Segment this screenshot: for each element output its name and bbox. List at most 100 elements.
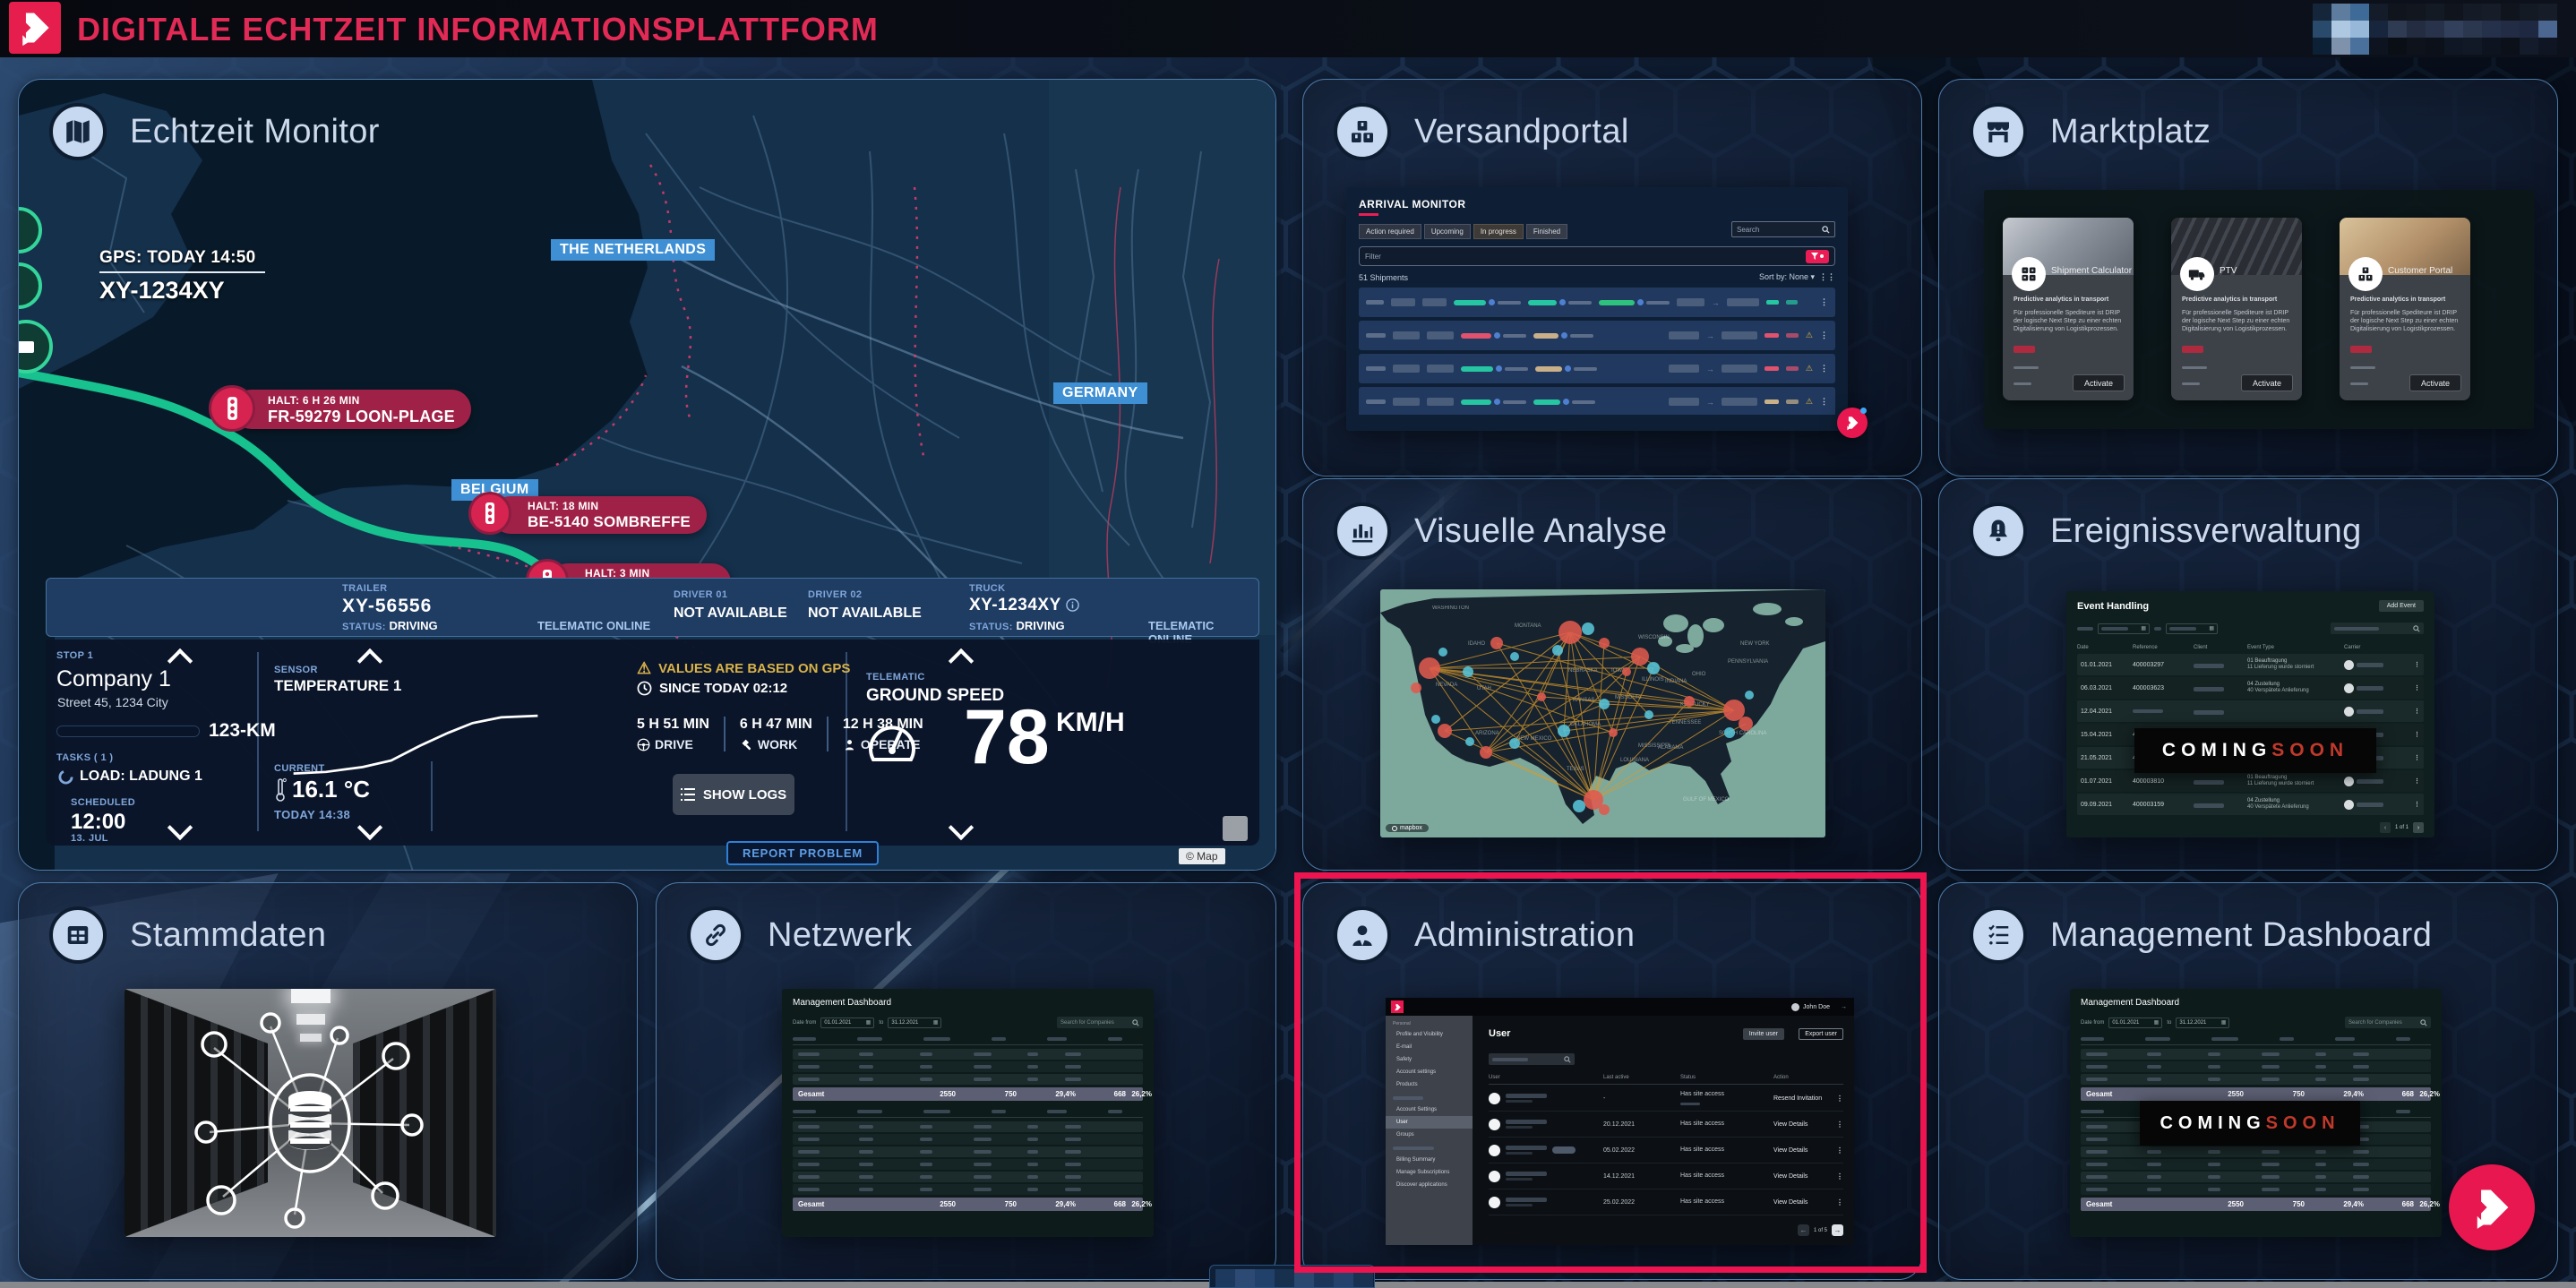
calculator-icon (2012, 257, 2046, 291)
tab-in-progress: In progress (1473, 224, 1524, 239)
person-icon (1334, 906, 1391, 964)
server-room-preview (125, 989, 496, 1237)
preview-heading: Management Dashboard (2081, 998, 2180, 1008)
coming-soon-banner: COMING SOON (2134, 728, 2376, 773)
date-to-input: ▦ (2166, 623, 2218, 634)
search-icon (2413, 624, 2420, 632)
report-problem-button[interactable]: REPORT PROBLEM (726, 841, 879, 865)
warning-icon: ⚠ (1805, 331, 1813, 339)
search-input (1489, 1053, 1575, 1065)
arrival-monitor-preview: ARRIVAL MONITOR Action required Upcoming… (1346, 187, 1848, 431)
notification-dot (1860, 408, 1867, 414)
gps-since: SINCE TODAY 02:12 (637, 681, 787, 696)
work-hammer-icon (742, 739, 751, 750)
tile-echtzeit-monitor[interactable]: Echtzeit Monitor GPS: TODAY 14:50 XY-123… (18, 79, 1276, 871)
tile-stammdaten[interactable]: Stammdaten (18, 882, 638, 1280)
customer-portal-icon (2348, 257, 2383, 291)
scheduled-label: SCHEDULED (71, 797, 136, 808)
event-row: 09.09.2021 400003159 04 Zustellung 40 Versp… (2077, 794, 2424, 815)
app-tagline: Predictive analytics in transport (2350, 296, 2446, 303)
activate-button[interactable]: Activate (2073, 374, 2125, 391)
search-icon (1564, 1055, 1571, 1063)
app-tagline: Predictive analytics in transport (2014, 296, 2109, 303)
svg-text:GULF OF MEXICO: GULF OF MEXICO (1683, 797, 1730, 803)
speed-unit: KM/H (1056, 708, 1125, 737)
warning-icon: ⚠ (1805, 397, 1813, 406)
app-description: Für professionelle Spediteure ist DRIP d… (2350, 310, 2459, 332)
activate-button[interactable]: Activate (2241, 374, 2293, 391)
date-from-input: ▦ (2098, 623, 2150, 634)
bar-chart-icon (1334, 502, 1391, 560)
trip-detail-panel: STOP 1 Company 1 Street 45, 1234 City 12… (46, 640, 1259, 846)
app-description: Für professionelle Spediteure ist DRIP d… (2182, 310, 2290, 332)
halt-marker[interactable]: HALT: 6 H 26 MIN FR-59279 LOON-PLAGE (209, 385, 471, 432)
chevron-down-icon[interactable] (948, 814, 975, 841)
avatar (1489, 1144, 1500, 1156)
divider (431, 761, 433, 831)
tile-ereignissverwaltung[interactable]: Ereignissverwaltung Event Handling Add E… (1938, 478, 2558, 871)
tile-versandportal[interactable]: Versandportal ARRIVAL MONITOR Action req… (1302, 79, 1922, 477)
halt-marker[interactable]: HALT: 18 MIN BE-5140 SOMBREFFE (468, 492, 707, 535)
tile-visuelle-analyse[interactable]: Visuelle Analyse WASHINGTON MONTANA IDAHO N… (1302, 478, 1922, 871)
svg-text:NEVADA: NEVADA (1436, 683, 1457, 688)
event-row: 01.07.2021 400003810 01 Beauftragung 11 Lie… (2077, 770, 2424, 792)
master-data-grid-icon (49, 906, 107, 964)
storefront-icon (1970, 103, 2027, 160)
chevron-down-icon[interactable] (356, 814, 383, 841)
app-tagline: Predictive analytics in transport (2182, 296, 2278, 303)
drip-logo-icon (1391, 1000, 1404, 1013)
gps-warning: ⚠ VALUES ARE BASED ON GPS (637, 659, 851, 677)
brand-fab-button[interactable] (2449, 1164, 2535, 1250)
vendor-logo (2014, 341, 2039, 390)
truck-label: TRUCK (969, 583, 1006, 594)
map-control[interactable] (1223, 816, 1248, 841)
user-name: John Doe (1803, 1003, 1830, 1010)
svg-text:TENNESSEE: TENNESSEE (1669, 720, 1701, 726)
chevron-up-icon[interactable] (356, 648, 383, 674)
activate-button[interactable]: Activate (2409, 374, 2461, 391)
chevron-up-icon[interactable] (167, 648, 193, 674)
show-logs-button[interactable]: SHOW LOGS (673, 774, 794, 815)
chat-logo-button[interactable] (1837, 408, 1868, 438)
tile-marktplatz[interactable]: Marktplatz Shipment Calculator Predictiv… (1938, 79, 2558, 477)
svg-text:INDIANA: INDIANA (1665, 679, 1687, 684)
dashboard-tables: Gesamt 2550 750 29,4% 668 26,2% Gesamt 2550 750 2… (793, 1037, 1152, 1211)
telematic-label: TELEMATIC (866, 672, 925, 683)
sensor-label: SENSOR (274, 665, 318, 675)
stop-address: Street 45, 1234 City (57, 695, 168, 709)
search-input: Search (1731, 221, 1835, 237)
driver1-label: DRIVER 01 (674, 589, 728, 600)
distance-progress (56, 726, 200, 737)
svg-text:TEXAS: TEXAS (1567, 767, 1584, 772)
users-table: - Has site access Resend Invitation ⋮ 20.12.… (1489, 1086, 1843, 1215)
tile-title: Versandportal (1414, 112, 1629, 150)
date-from-input: 01.01.2021 ▦ (820, 1017, 875, 1028)
app-name: Customer Portal (2388, 266, 2453, 276)
app-name: PTV (2220, 266, 2237, 276)
invite-user-button: Invite user (1742, 1028, 1784, 1040)
traffic-light-icon (209, 385, 255, 432)
page-title: DIGITALE ECHTZEIT INFORMATIONSPLATTFORM (77, 11, 879, 47)
vehicle-info-bar: TRAILER XY-56556 STATUS: DRIVING TELEMAT… (46, 578, 1259, 646)
svg-text:OHIO: OHIO (1692, 672, 1706, 677)
chevron-up-icon[interactable] (948, 648, 975, 674)
svg-text:WASHINGTON: WASHINGTON (1432, 605, 1469, 611)
avatar (1489, 1196, 1500, 1208)
mapbox-attribution: mapbox (1386, 824, 1429, 832)
tab-upcoming: Upcoming (1423, 224, 1471, 239)
admin-main: User Invite user Export user User Last a… (1473, 1016, 1854, 1245)
redacted-taskbar-item (1209, 1265, 1375, 1288)
users-heading: User (1489, 1028, 1511, 1039)
link-icon (687, 906, 744, 964)
svg-text:IDAHO: IDAHO (1468, 641, 1485, 647)
tile-netzwerk[interactable]: Netzwerk Management Dashboard Date from … (656, 882, 1276, 1280)
sort-control: Sort by: None ▾ ⋮⋮ (1758, 272, 1835, 281)
chevron-down-icon[interactable] (167, 814, 193, 841)
info-icon[interactable] (1066, 598, 1079, 612)
tile-administration[interactable]: Administration John Doe → Personal Profi… (1302, 882, 1922, 1280)
avatar (1489, 1092, 1500, 1104)
prev-page-icon: ← (1797, 1224, 1809, 1236)
svg-text:ALABAMA: ALABAMA (1658, 745, 1683, 751)
carrier-avatar (2344, 683, 2354, 693)
tab-finished: Finished (1525, 224, 1568, 239)
